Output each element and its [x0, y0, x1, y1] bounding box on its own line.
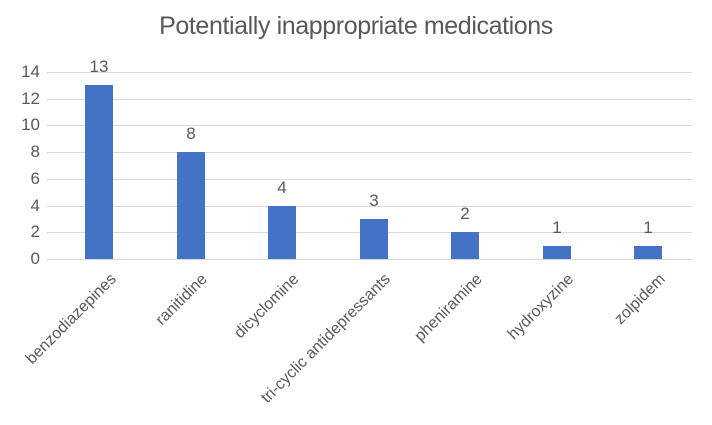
bar — [360, 219, 388, 259]
bar-value-label: 8 — [186, 124, 196, 143]
x-axis-line — [47, 259, 692, 260]
bar — [543, 246, 571, 259]
bar — [85, 85, 113, 259]
gridline — [47, 72, 692, 73]
y-tick-label: 4 — [30, 196, 40, 215]
bar-value-label: 3 — [369, 191, 379, 210]
bar-value-label: 13 — [89, 57, 109, 76]
bar-value-label: 2 — [460, 204, 470, 223]
y-tick-label: 8 — [30, 142, 40, 161]
y-tick-label: 0 — [30, 249, 40, 268]
y-tick-label: 10 — [21, 115, 40, 134]
bar — [177, 152, 205, 259]
x-category-label: zolpidem — [611, 270, 669, 329]
bar-value-label: 1 — [552, 218, 562, 237]
y-tick-label: 6 — [30, 169, 40, 188]
gridline — [47, 125, 692, 126]
gridline — [47, 152, 692, 153]
x-category-label: hydroxyzine — [504, 270, 577, 344]
bar — [268, 206, 296, 259]
y-tick-label: 2 — [30, 222, 40, 241]
bar-value-label: 4 — [277, 178, 287, 197]
gridline — [47, 179, 692, 180]
chart-title: Potentially inappropriate medications — [159, 12, 553, 40]
gridline — [47, 206, 692, 207]
gridline — [47, 99, 692, 100]
x-category-label: pheniramine — [411, 270, 486, 345]
y-tick-label: 14 — [21, 62, 40, 81]
x-category-label: benzodiazepines — [22, 270, 120, 368]
x-category-label: dicyclomine — [231, 270, 303, 342]
y-tick-label: 12 — [21, 89, 40, 108]
x-category-label: ranitidine — [152, 270, 211, 329]
bar — [634, 246, 662, 259]
bar — [451, 232, 479, 259]
bar-value-label: 1 — [643, 218, 653, 237]
